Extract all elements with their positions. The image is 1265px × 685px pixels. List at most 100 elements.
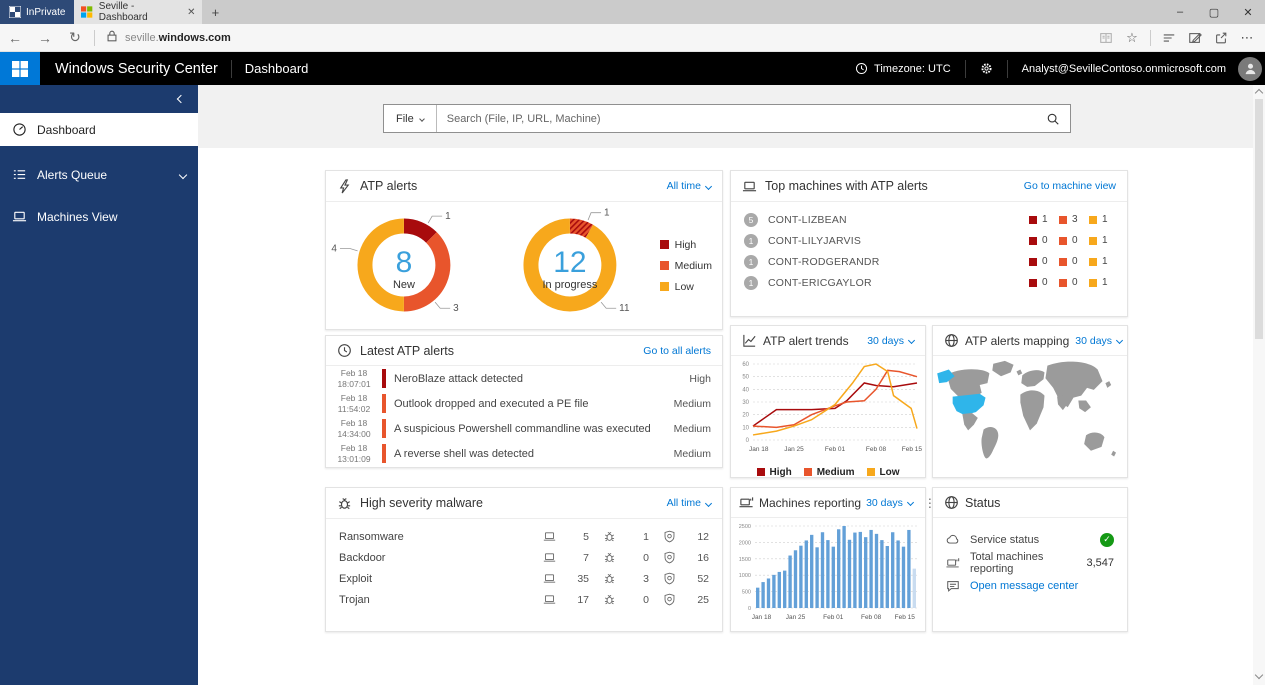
malware-name: Trojan — [339, 593, 370, 606]
reading-view-icon[interactable] — [1094, 31, 1118, 45]
alert-list-item[interactable]: Feb 18 14:34:00 A suspicious Powershell co… — [326, 416, 722, 441]
laptop-icon — [12, 211, 27, 222]
stat-value: 3 — [643, 572, 649, 585]
scrollbar-thumb[interactable] — [1255, 99, 1263, 339]
scroll-down-arrow[interactable] — [1254, 670, 1264, 680]
sidebar-item-machines-view[interactable]: Machines View — [0, 200, 198, 233]
share-icon[interactable] — [1209, 31, 1233, 45]
trend-legend: High Medium Low — [731, 463, 925, 481]
svg-text:Jan 18: Jan 18 — [752, 614, 772, 621]
back-button[interactable]: ← — [8, 29, 22, 46]
alert-list-item[interactable]: Feb 18 18:07:01 NeroBlaze attack detected H… — [326, 366, 722, 391]
timezone-indicator[interactable]: Timezone: UTC — [843, 52, 963, 85]
severity-swatch — [1029, 215, 1037, 224]
laptop-icon — [543, 553, 556, 562]
svg-text:New: New — [393, 279, 415, 291]
svg-text:0: 0 — [746, 438, 750, 444]
browser-toolbar: ← → ↻ seville.windows.com ☆ ⋯ — [0, 24, 1265, 52]
card-high-severity-malware: High severity malware All time Ransomwar… — [325, 487, 723, 632]
svg-text:1: 1 — [604, 208, 610, 219]
time-range-dropdown[interactable]: 30 days — [1075, 335, 1124, 347]
open-message-center-link[interactable]: Open message center — [970, 579, 1079, 592]
legend-label: High — [769, 466, 792, 478]
svg-text:8: 8 — [396, 246, 413, 279]
account-menu[interactable]: Analyst@SevilleContoso.onmicrosoft.com — [1010, 52, 1238, 85]
svg-text:12: 12 — [553, 246, 586, 279]
browser-tab[interactable]: Seville - Dashboard ✕ — [74, 0, 203, 24]
malware-list: Ransomware 5 1 12 Backdoor 7 0 16 Exploit 35 3 52 Tr… — [326, 526, 722, 610]
favorites-star-icon[interactable]: ☆ — [1126, 29, 1138, 45]
severity-count: 3 — [1072, 214, 1078, 225]
time-range-dropdown[interactable]: 30 days — [866, 497, 914, 509]
sidebar-item-alerts-queue[interactable]: Alerts Queue — [0, 158, 198, 191]
list-icon — [13, 170, 26, 179]
machine-name: CONT-LILYJARVIS — [768, 234, 862, 247]
new-tab-button[interactable]: + — [211, 4, 220, 20]
card-alert-trends: ATP alert trends 30 days 0 10 20 30 40 50 60 Ja… — [730, 325, 926, 478]
url-text: seville.windows.com — [125, 31, 231, 44]
machine-list-item[interactable]: 5 CONT-LIZBEAN 1 3 1 — [731, 209, 1127, 230]
window-maximize-button[interactable]: ▢ — [1208, 6, 1220, 19]
alert-timestamp: Feb 18 11:54:02 — [337, 392, 371, 414]
message-icon — [947, 580, 959, 592]
machine-list-item[interactable]: 1 CONT-LILYJARVIS 0 0 1 — [731, 230, 1127, 251]
severity-count: 1 — [1042, 214, 1048, 225]
svg-text:4: 4 — [331, 243, 337, 254]
more-actions-icon[interactable]: ⋯ — [1240, 29, 1254, 45]
world-map — [937, 360, 1117, 459]
page-scrollbar[interactable] — [1253, 85, 1265, 685]
card-title: ATP alerts mapping — [965, 333, 1070, 348]
alert-list-item[interactable]: Feb 18 13:01:09 A reverse shell was detect… — [326, 441, 722, 466]
refresh-button[interactable]: ↻ — [69, 29, 81, 45]
malware-list-item[interactable]: Backdoor 7 0 16 — [326, 547, 722, 568]
card-title: Latest ATP alerts — [360, 343, 455, 358]
search-button[interactable] — [1036, 112, 1070, 126]
shield-icon — [664, 551, 675, 564]
sidebar-item-dashboard[interactable]: Dashboard — [0, 113, 198, 146]
search-scope-dropdown[interactable]: File — [384, 105, 437, 132]
legend-label: Low — [879, 466, 900, 478]
top-machines-list: 5 CONT-LIZBEAN 1 3 1 1 CONT-LILYJARVIS 0 0 1 1 CONT… — [731, 209, 1127, 293]
machine-name: CONT-LIZBEAN — [768, 213, 847, 226]
malware-list-item[interactable]: Ransomware 5 1 12 — [326, 526, 722, 547]
hub-icon[interactable] — [1157, 31, 1181, 45]
severity-swatch — [1059, 236, 1067, 245]
forward-button[interactable]: → — [38, 29, 52, 46]
stat-pair: 5 — [543, 530, 589, 543]
windows-logo[interactable] — [0, 52, 40, 85]
address-bar[interactable]: seville.windows.com — [105, 29, 1094, 46]
alert-list-item[interactable]: Feb 18 11:54:02 Outlook dropped and execut… — [326, 391, 722, 416]
tab-close-icon[interactable]: ✕ — [187, 6, 196, 18]
severity-swatch — [1089, 257, 1097, 266]
malware-list-item[interactable]: Trojan 17 0 25 — [326, 589, 722, 610]
alert-timestamp: Feb 18 13:01:09 — [337, 442, 371, 464]
stat-pair: 12 — [663, 530, 709, 543]
machine-list-item[interactable]: 1 CONT-RODGERANDR 0 0 1 — [731, 251, 1127, 272]
time-range-dropdown[interactable]: All time — [667, 497, 713, 509]
avatar[interactable] — [1238, 56, 1262, 81]
search-input[interactable] — [436, 112, 1036, 125]
web-note-icon[interactable] — [1183, 31, 1207, 45]
browser-tab-bar: InPrivate Seville - Dashboard ✕ + – ▢ ✕ — [0, 0, 1265, 24]
alert-count-badge: 1 — [744, 254, 758, 269]
window-minimize-button[interactable]: – — [1176, 6, 1184, 18]
stat-value: 25 — [697, 593, 709, 606]
alert-severity: Medium — [673, 422, 711, 435]
malware-list-item[interactable]: Exploit 35 3 52 — [326, 568, 722, 589]
legend-swatch — [659, 261, 669, 270]
machine-list-item[interactable]: 1 CONT-ERICGAYLOR 0 0 1 — [731, 272, 1127, 293]
chevron-down-icon[interactable] — [178, 170, 188, 179]
trend-line-chart: 0 10 20 30 40 50 60 Jan 18 Jan 25 Feb 01 Feb 08 Feb… — [742, 362, 923, 453]
window-close-button[interactable]: ✕ — [1243, 6, 1253, 19]
time-range-dropdown[interactable]: 30 days — [867, 335, 916, 347]
go-to-machine-view-link[interactable]: Go to machine view — [1023, 180, 1116, 192]
sidebar-collapse-button[interactable] — [0, 85, 198, 113]
svg-text:Feb 15: Feb 15 — [902, 446, 923, 453]
scroll-up-arrow[interactable] — [1254, 88, 1264, 98]
go-to-all-alerts-link[interactable]: Go to all alerts — [643, 344, 711, 357]
bug-icon — [338, 497, 351, 509]
machine-severity-counts: 0 0 1 — [1029, 256, 1114, 267]
time-range-dropdown[interactable]: All time — [667, 180, 713, 192]
settings-button[interactable] — [968, 52, 1005, 85]
svg-text:50: 50 — [742, 375, 749, 381]
